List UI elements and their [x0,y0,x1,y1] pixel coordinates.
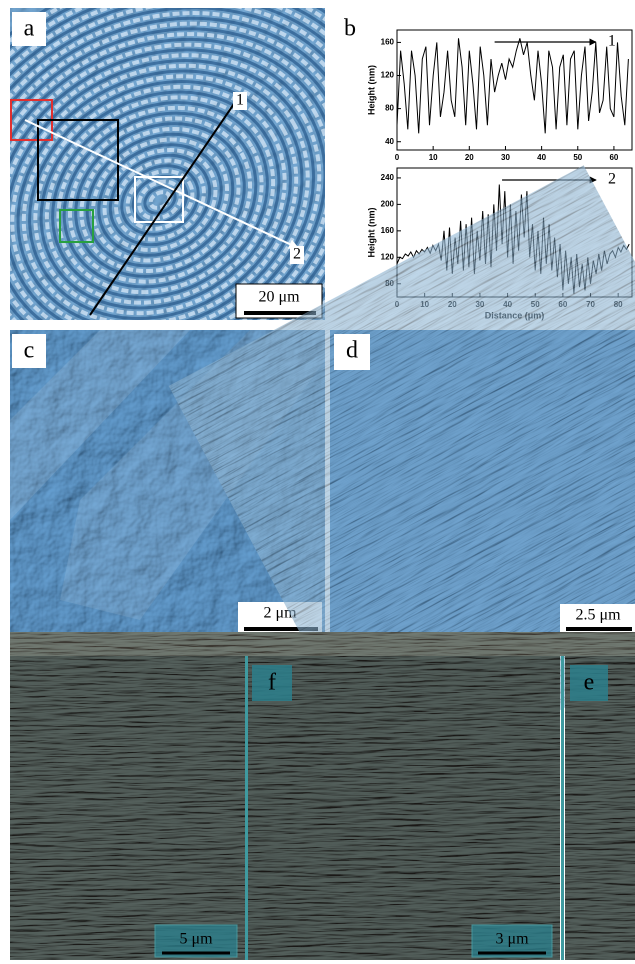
figure: 1 2 a 20 μm b 40 80 120 160 0 10 20 30 40 50 60 Hei… [0,0,635,964]
panel-e-texture [565,656,635,960]
y-tick-label: 80 [385,104,394,113]
y-tick-label: 160 [381,38,395,47]
y-tick-label: 160 [381,226,395,235]
y-tick-label: 120 [381,252,395,261]
x-tick-label: 30 [501,153,510,162]
scale-label: 20 μm [258,289,300,306]
y-tick-label: 200 [381,199,395,208]
y-tick-label: 120 [381,71,395,80]
x-tick-label: 40 [537,153,546,162]
panel-label: d [346,338,358,364]
strip-texture [10,632,635,656]
x-tick-label: 60 [609,153,618,162]
panel-bl-texture [10,656,245,960]
panel-label: e [584,670,595,696]
marker-label: 2 [293,246,301,263]
panel-label: c [24,338,35,364]
x-tick-label: 0 [395,153,400,162]
x-tick-label: 10 [429,153,438,162]
panel-label: f [268,670,276,696]
scale-label: 2.5 μm [575,607,621,624]
y-axis-label: Height (nm) [366,65,376,115]
y-tick-label: 240 [381,173,395,182]
annotation: 1 [608,33,616,50]
y-axis-label: Height (nm) [366,208,376,258]
x-tick-label: 20 [465,153,474,162]
marker-label: 1 [236,92,244,109]
annotation: 2 [608,171,616,188]
profile-line [397,38,628,133]
x-tick-label: 50 [573,153,582,162]
y-tick-label: 40 [385,137,394,146]
panel-label: a [24,16,35,42]
panel-f-texture [248,656,560,960]
scale-label: 5 μm [179,931,213,948]
panel-label: b [344,16,356,42]
scale-label: 3 μm [495,931,529,948]
